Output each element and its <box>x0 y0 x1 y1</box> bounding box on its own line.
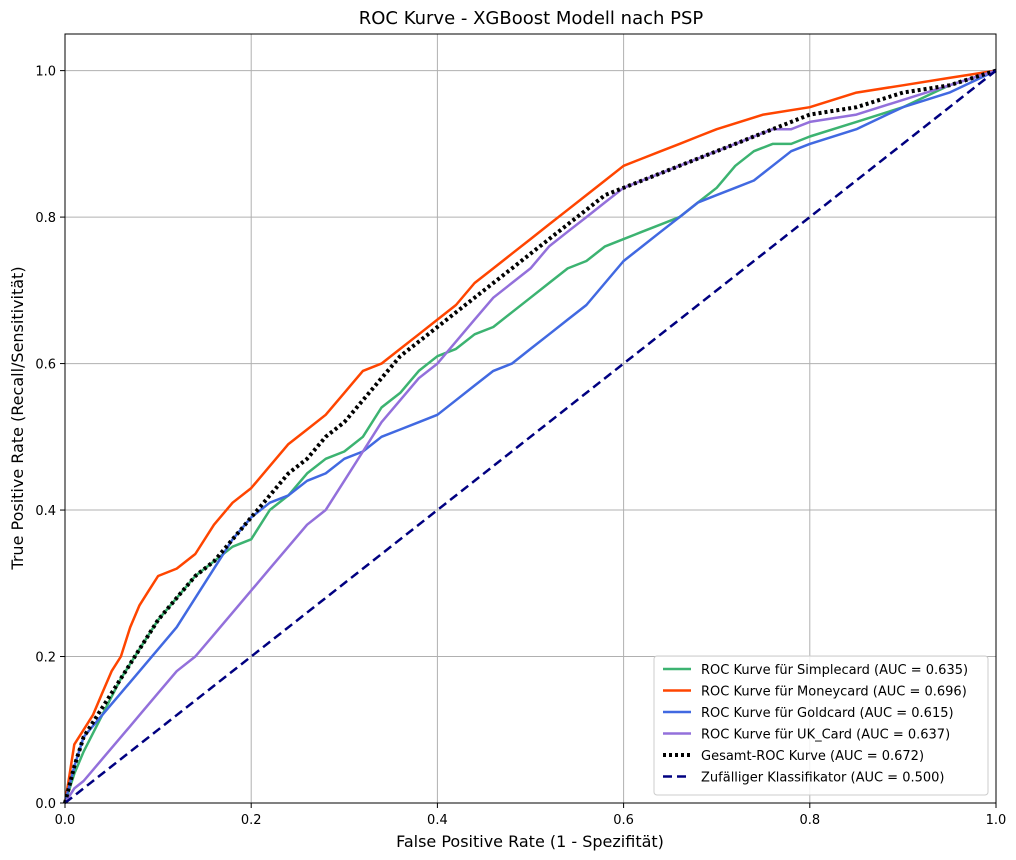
y-tick-label: 0.6 <box>35 358 56 373</box>
y-axis-label: True Positive Rate (Recall/Sensitivität) <box>8 266 27 570</box>
series-line-5 <box>64 69 997 804</box>
series-line-2 <box>63 69 997 804</box>
x-tick-label: 0.0 <box>55 813 76 828</box>
axis-ticks: 0.0 0.2 0.4 0.6 0.8 1.0 0.0 0.2 0.4 0.6 0.8 1.0 <box>35 65 1006 828</box>
series-line-1 <box>63 69 997 804</box>
series-line-0 <box>63 69 997 804</box>
legend-entry: ROC Kurve für Moneycard (AUC = 0.696) <box>701 685 967 700</box>
y-tick-label: 1.0 <box>35 65 56 80</box>
x-tick-label: 0.6 <box>613 813 634 828</box>
y-tick-label: 0.0 <box>35 797 56 812</box>
legend-entry: Gesamt-ROC Kurve (AUC = 0.672) <box>701 749 924 764</box>
legend-box <box>653 655 989 796</box>
legend-entry: ROC Kurve für Goldcard (AUC = 0.615) <box>701 706 954 721</box>
series-lines <box>63 68 997 804</box>
legend: ROC Kurve für Simplecard (AUC = 0.635) RO… <box>653 655 989 796</box>
y-tick-label: 0.8 <box>35 211 56 226</box>
x-tick-label: 0.4 <box>427 813 448 828</box>
y-tick-label: 0.4 <box>35 504 56 519</box>
legend-entry: Zufälliger Klassifikator (AUC = 0.500) <box>701 771 945 786</box>
series-line-3 <box>63 69 997 804</box>
legend-entry: ROC Kurve für UK_Card (AUC = 0.637) <box>701 728 950 743</box>
x-tick-label: 0.2 <box>241 813 262 828</box>
x-axis-label: False Positive Rate (1 - Spezifität) <box>396 832 664 851</box>
x-tick-label: 1.0 <box>986 813 1007 828</box>
plot-frame <box>64 33 997 804</box>
series-line-4 <box>63 68 997 804</box>
y-tick-label: 0.2 <box>35 651 56 666</box>
chart-title: ROC Kurve - XGBoost Modell nach PSP <box>359 8 704 29</box>
grid <box>64 34 997 804</box>
legend-entry: ROC Kurve für Simplecard (AUC = 0.635) <box>701 663 968 678</box>
x-tick-label: 0.8 <box>799 813 820 828</box>
